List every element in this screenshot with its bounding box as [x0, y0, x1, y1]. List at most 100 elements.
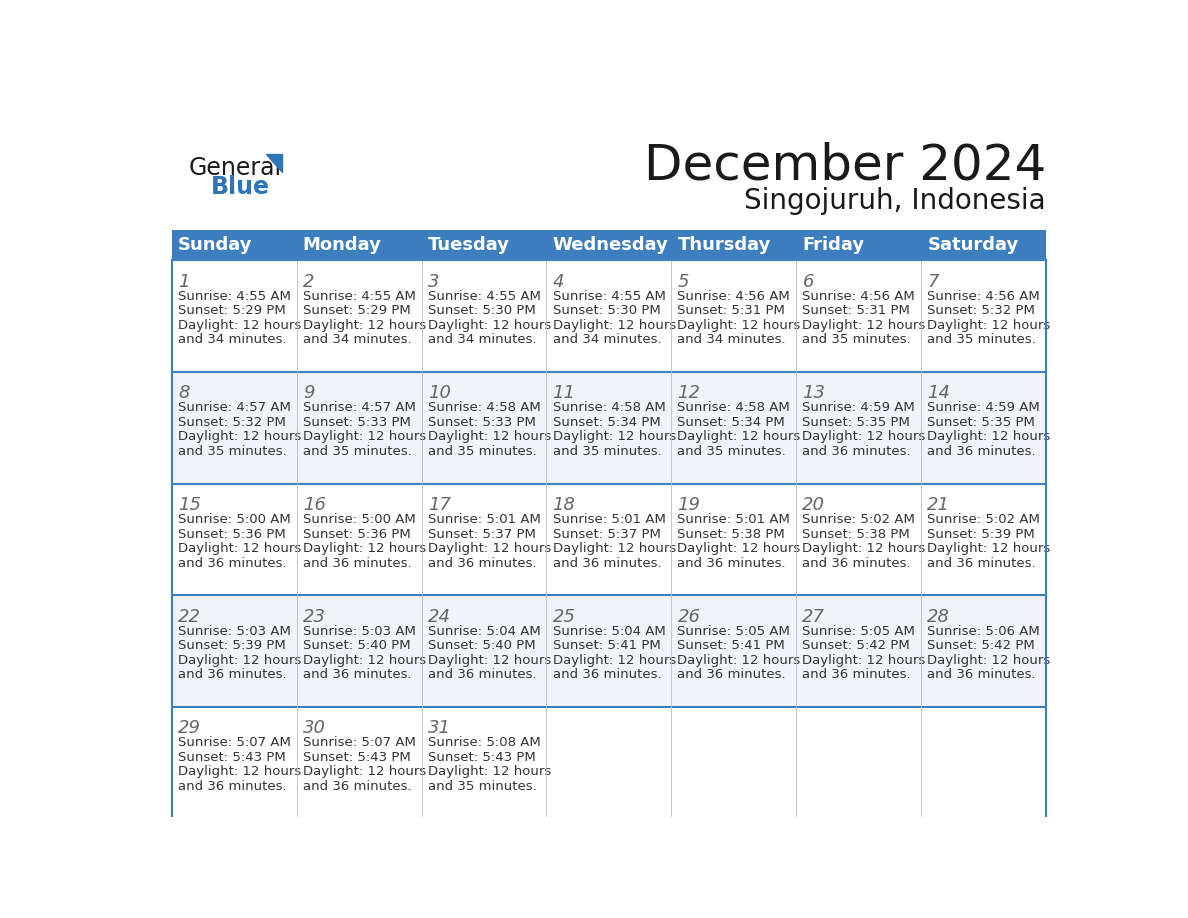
- Bar: [172, 484, 1045, 595]
- Text: 4: 4: [552, 273, 564, 291]
- Text: Sunset: 5:32 PM: Sunset: 5:32 PM: [178, 416, 286, 429]
- Text: Sunrise: 4:55 AM: Sunrise: 4:55 AM: [178, 289, 291, 303]
- Text: Sunset: 5:29 PM: Sunset: 5:29 PM: [178, 304, 285, 318]
- Text: Daylight: 12 hours: Daylight: 12 hours: [303, 654, 426, 666]
- Text: Thursday: Thursday: [677, 236, 771, 254]
- Text: Sunrise: 4:57 AM: Sunrise: 4:57 AM: [178, 401, 291, 414]
- Text: Sunrise: 4:56 AM: Sunrise: 4:56 AM: [928, 289, 1040, 303]
- Text: 11: 11: [552, 385, 576, 402]
- Text: Daylight: 12 hours: Daylight: 12 hours: [428, 431, 551, 443]
- Text: Saturday: Saturday: [928, 236, 1018, 254]
- Text: Sunrise: 5:05 AM: Sunrise: 5:05 AM: [677, 624, 790, 637]
- Bar: [172, 261, 1045, 819]
- Text: Sunrise: 4:57 AM: Sunrise: 4:57 AM: [303, 401, 416, 414]
- Text: Sunset: 5:43 PM: Sunset: 5:43 PM: [303, 751, 411, 764]
- Text: 13: 13: [802, 385, 826, 402]
- Text: 15: 15: [178, 496, 201, 514]
- Text: 9: 9: [303, 385, 315, 402]
- Text: and 36 minutes.: and 36 minutes.: [303, 780, 411, 793]
- Text: Sunset: 5:40 PM: Sunset: 5:40 PM: [428, 639, 536, 652]
- Text: Sunset: 5:37 PM: Sunset: 5:37 PM: [552, 528, 661, 541]
- Text: 29: 29: [178, 719, 201, 737]
- Text: and 36 minutes.: and 36 minutes.: [677, 668, 786, 681]
- Text: 14: 14: [928, 385, 950, 402]
- Text: Sunrise: 5:04 AM: Sunrise: 5:04 AM: [552, 624, 665, 637]
- Text: and 34 minutes.: and 34 minutes.: [303, 333, 411, 346]
- Bar: [172, 707, 1045, 819]
- Text: and 36 minutes.: and 36 minutes.: [802, 668, 911, 681]
- Text: and 36 minutes.: and 36 minutes.: [928, 556, 1036, 570]
- Text: and 34 minutes.: and 34 minutes.: [677, 333, 786, 346]
- Text: Sunrise: 5:05 AM: Sunrise: 5:05 AM: [802, 624, 915, 637]
- Text: Daylight: 12 hours: Daylight: 12 hours: [677, 654, 801, 666]
- Text: and 36 minutes.: and 36 minutes.: [802, 556, 911, 570]
- Text: Sunset: 5:32 PM: Sunset: 5:32 PM: [928, 304, 1035, 318]
- Text: Daylight: 12 hours: Daylight: 12 hours: [552, 319, 676, 331]
- Text: Daylight: 12 hours: Daylight: 12 hours: [428, 766, 551, 778]
- Text: Sunset: 5:38 PM: Sunset: 5:38 PM: [677, 528, 785, 541]
- Text: Sunset: 5:36 PM: Sunset: 5:36 PM: [178, 528, 285, 541]
- Text: Sunrise: 5:01 AM: Sunrise: 5:01 AM: [552, 513, 665, 526]
- Text: and 36 minutes.: and 36 minutes.: [178, 556, 286, 570]
- Text: Sunrise: 5:03 AM: Sunrise: 5:03 AM: [178, 624, 291, 637]
- Text: Friday: Friday: [802, 236, 865, 254]
- Text: Daylight: 12 hours: Daylight: 12 hours: [928, 319, 1050, 331]
- Text: Blue: Blue: [210, 175, 270, 199]
- Text: Daylight: 12 hours: Daylight: 12 hours: [178, 319, 302, 331]
- Text: Daylight: 12 hours: Daylight: 12 hours: [802, 431, 925, 443]
- Text: Sunset: 5:39 PM: Sunset: 5:39 PM: [928, 528, 1035, 541]
- Text: Daylight: 12 hours: Daylight: 12 hours: [802, 543, 925, 555]
- Text: Daylight: 12 hours: Daylight: 12 hours: [677, 319, 801, 331]
- Polygon shape: [266, 154, 282, 172]
- Text: Monday: Monday: [303, 236, 381, 254]
- Bar: [172, 261, 1045, 372]
- Text: Sunrise: 5:08 AM: Sunrise: 5:08 AM: [428, 736, 541, 749]
- Text: Daylight: 12 hours: Daylight: 12 hours: [178, 431, 302, 443]
- Text: and 36 minutes.: and 36 minutes.: [928, 445, 1036, 458]
- Text: General: General: [189, 156, 282, 180]
- Text: Tuesday: Tuesday: [428, 236, 510, 254]
- Text: 18: 18: [552, 496, 576, 514]
- Text: and 36 minutes.: and 36 minutes.: [802, 445, 911, 458]
- Text: Daylight: 12 hours: Daylight: 12 hours: [303, 319, 426, 331]
- Text: Daylight: 12 hours: Daylight: 12 hours: [303, 431, 426, 443]
- Text: Sunset: 5:41 PM: Sunset: 5:41 PM: [552, 639, 661, 652]
- Text: and 36 minutes.: and 36 minutes.: [303, 668, 411, 681]
- Text: Daylight: 12 hours: Daylight: 12 hours: [178, 543, 302, 555]
- Text: 30: 30: [303, 719, 326, 737]
- Text: and 35 minutes.: and 35 minutes.: [802, 333, 911, 346]
- Text: Sunrise: 5:02 AM: Sunrise: 5:02 AM: [928, 513, 1041, 526]
- Text: Sunset: 5:42 PM: Sunset: 5:42 PM: [802, 639, 910, 652]
- Text: Sunrise: 5:01 AM: Sunrise: 5:01 AM: [677, 513, 790, 526]
- Text: Daylight: 12 hours: Daylight: 12 hours: [178, 766, 302, 778]
- Text: Sunrise: 4:56 AM: Sunrise: 4:56 AM: [802, 289, 915, 303]
- Text: Daylight: 12 hours: Daylight: 12 hours: [178, 654, 302, 666]
- Text: and 36 minutes.: and 36 minutes.: [178, 668, 286, 681]
- Text: and 36 minutes.: and 36 minutes.: [552, 668, 662, 681]
- Text: 12: 12: [677, 385, 701, 402]
- Text: 20: 20: [802, 496, 826, 514]
- Text: Sunrise: 5:03 AM: Sunrise: 5:03 AM: [303, 624, 416, 637]
- Text: 24: 24: [428, 608, 450, 625]
- Text: Sunrise: 5:06 AM: Sunrise: 5:06 AM: [928, 624, 1040, 637]
- Text: and 35 minutes.: and 35 minutes.: [303, 445, 411, 458]
- Text: Sunset: 5:30 PM: Sunset: 5:30 PM: [552, 304, 661, 318]
- Text: Sunset: 5:31 PM: Sunset: 5:31 PM: [802, 304, 910, 318]
- Text: 23: 23: [303, 608, 326, 625]
- Text: 27: 27: [802, 608, 826, 625]
- Text: and 36 minutes.: and 36 minutes.: [428, 556, 536, 570]
- Text: Sunrise: 4:59 AM: Sunrise: 4:59 AM: [802, 401, 915, 414]
- Text: Daylight: 12 hours: Daylight: 12 hours: [802, 654, 925, 666]
- Text: Sunrise: 5:00 AM: Sunrise: 5:00 AM: [178, 513, 291, 526]
- Text: 16: 16: [303, 496, 326, 514]
- Text: Sunrise: 4:58 AM: Sunrise: 4:58 AM: [428, 401, 541, 414]
- Text: Sunrise: 5:01 AM: Sunrise: 5:01 AM: [428, 513, 541, 526]
- Text: Daylight: 12 hours: Daylight: 12 hours: [928, 543, 1050, 555]
- Text: Sunrise: 4:55 AM: Sunrise: 4:55 AM: [552, 289, 665, 303]
- Bar: [172, 230, 1045, 261]
- Text: Sunrise: 4:58 AM: Sunrise: 4:58 AM: [677, 401, 790, 414]
- Text: Sunset: 5:39 PM: Sunset: 5:39 PM: [178, 639, 285, 652]
- Text: Sunset: 5:41 PM: Sunset: 5:41 PM: [677, 639, 785, 652]
- Text: 28: 28: [928, 608, 950, 625]
- Text: Sunset: 5:36 PM: Sunset: 5:36 PM: [303, 528, 411, 541]
